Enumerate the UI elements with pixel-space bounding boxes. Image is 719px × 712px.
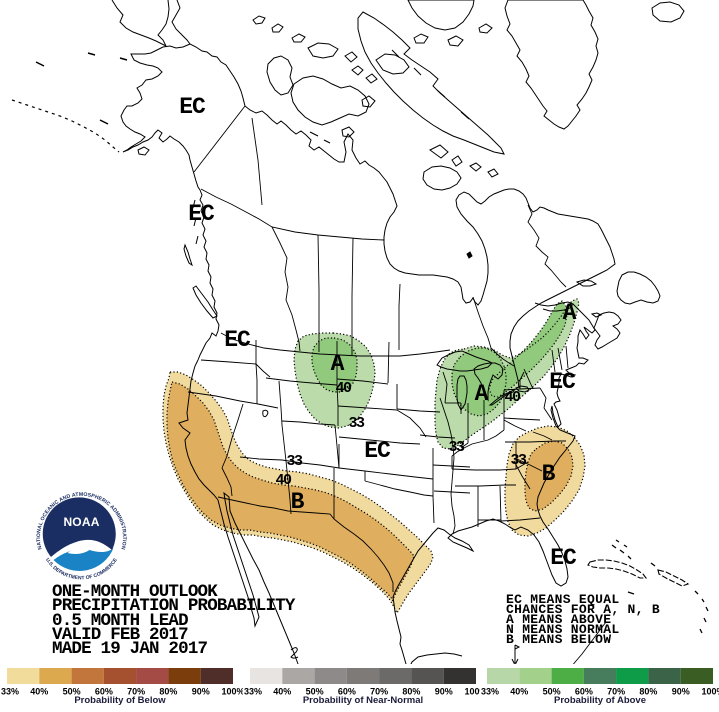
svg-text:100%: 100%	[221, 687, 244, 697]
svg-text:40: 40	[504, 389, 521, 406]
svg-text:A: A	[563, 300, 577, 326]
svg-text:70%: 70%	[607, 687, 625, 697]
svg-text:33%: 33%	[1, 687, 19, 697]
svg-text:70%: 70%	[370, 687, 388, 697]
svg-text:33: 33	[448, 439, 465, 456]
svg-text:90%: 90%	[192, 687, 210, 697]
svg-text:Probability of Above: Probability of Above	[554, 695, 646, 706]
svg-text:VALID FEB 2017: VALID FEB 2017	[52, 625, 188, 645]
svg-text:B: B	[542, 461, 556, 487]
svg-text:40%: 40%	[273, 687, 291, 697]
svg-text:90%: 90%	[435, 687, 453, 697]
svg-text:60%: 60%	[575, 687, 593, 697]
svg-text:40: 40	[275, 472, 292, 489]
svg-text:EC: EC	[550, 545, 577, 571]
svg-text:100%: 100%	[464, 687, 487, 697]
svg-text:ONE-MONTH OUTLOOK: ONE-MONTH OUTLOOK	[52, 582, 218, 602]
svg-text:100%: 100%	[701, 687, 719, 697]
svg-text:33: 33	[286, 453, 303, 470]
svg-text:50%: 50%	[543, 687, 561, 697]
svg-text:0.5 MONTH LEAD: 0.5 MONTH LEAD	[52, 611, 188, 631]
svg-text:40%: 40%	[510, 687, 528, 697]
svg-text:A: A	[331, 351, 345, 377]
svg-text:80%: 80%	[402, 687, 420, 697]
svg-text:N MEANS NORMAL: N MEANS NORMAL	[506, 622, 619, 637]
svg-text:A MEANS ABOVE: A MEANS ABOVE	[506, 612, 611, 627]
svg-text:40%: 40%	[30, 687, 48, 697]
svg-text:80%: 80%	[159, 687, 177, 697]
svg-text:MADE 19 JAN 2017: MADE 19 JAN 2017	[52, 639, 208, 659]
svg-text:33: 33	[510, 452, 527, 469]
svg-text:B: B	[291, 489, 305, 515]
svg-text:NOAA: NOAA	[63, 515, 99, 529]
svg-text:CHANCES FOR A, N, B: CHANCES FOR A, N, B	[506, 602, 660, 617]
svg-text:EC: EC	[224, 327, 251, 353]
svg-text:90%: 90%	[672, 687, 690, 697]
svg-text:60%: 60%	[338, 687, 356, 697]
svg-text:EC: EC	[549, 369, 576, 395]
svg-text:A: A	[475, 381, 489, 407]
svg-text:33: 33	[348, 415, 365, 432]
svg-text:70%: 70%	[127, 687, 145, 697]
svg-text:B MEANS BELOW: B MEANS BELOW	[506, 632, 611, 647]
svg-text:Probability of Below: Probability of Below	[74, 695, 166, 706]
svg-text:50%: 50%	[306, 687, 324, 697]
svg-text:33%: 33%	[481, 687, 499, 697]
svg-text:EC: EC	[179, 94, 206, 120]
svg-text:EC MEANS EQUAL: EC MEANS EQUAL	[506, 592, 619, 607]
svg-text:33%: 33%	[244, 687, 262, 697]
svg-text:50%: 50%	[63, 687, 81, 697]
svg-text:60%: 60%	[95, 687, 113, 697]
svg-text:40: 40	[335, 380, 352, 397]
svg-text:PRECIPITATION PROBABILITY: PRECIPITATION PROBABILITY	[52, 596, 296, 616]
svg-text:EC: EC	[188, 201, 215, 227]
svg-text:EC: EC	[364, 438, 391, 464]
svg-text:Probability of Near-Normal: Probability of Near-Normal	[303, 695, 423, 706]
svg-text:80%: 80%	[639, 687, 657, 697]
